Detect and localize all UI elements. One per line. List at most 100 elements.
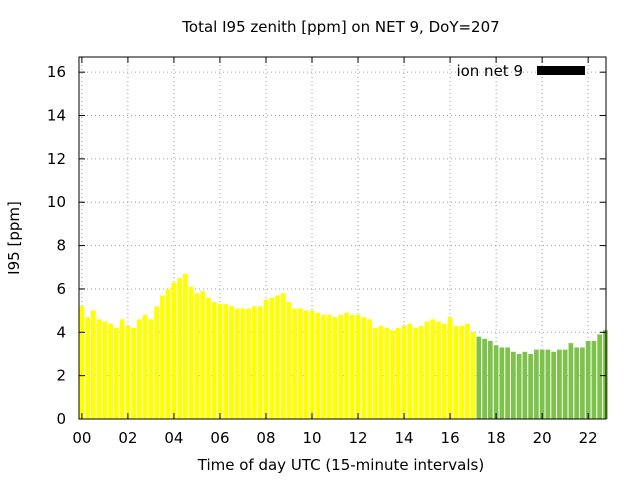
bar	[234, 308, 240, 419]
bar	[493, 345, 499, 419]
bar	[551, 351, 557, 419]
bar	[488, 340, 493, 419]
bar	[482, 338, 487, 419]
y-tick-label: 10	[47, 193, 66, 211]
bar	[344, 312, 349, 419]
bar	[315, 312, 321, 419]
bar	[430, 319, 436, 419]
bar	[188, 286, 194, 419]
bar	[257, 306, 263, 419]
bar	[511, 351, 516, 419]
bar	[453, 325, 459, 419]
bar	[154, 306, 160, 419]
bar	[240, 308, 246, 419]
x-tick-label: 00	[72, 429, 91, 447]
bar	[395, 327, 401, 419]
bar	[321, 314, 326, 419]
bar	[137, 319, 142, 419]
plot-frame	[78, 56, 607, 420]
bar	[418, 325, 424, 419]
bar	[108, 323, 114, 419]
bar	[171, 282, 177, 419]
y-tick-label: 14	[47, 107, 66, 125]
bar	[361, 317, 367, 419]
bar	[125, 325, 131, 419]
x-tick-labels: 00 02 04 06 08 10 12 14 16 18 20 22	[72, 429, 597, 447]
x-tick-label: 10	[302, 429, 321, 447]
bar	[436, 321, 441, 419]
bar	[441, 323, 447, 419]
bar	[597, 334, 603, 419]
bar	[148, 319, 154, 419]
bar-series	[79, 273, 608, 419]
bar	[85, 317, 90, 419]
y-tick-label: 12	[47, 150, 66, 168]
bar	[424, 321, 430, 419]
bar	[246, 308, 252, 419]
y-tick-label: 0	[56, 410, 66, 428]
y-tick-label: 16	[47, 63, 66, 81]
grid-lines	[79, 57, 606, 419]
bar	[131, 327, 137, 419]
bar	[252, 306, 257, 419]
bar	[177, 278, 183, 419]
bar	[580, 347, 585, 419]
bar	[338, 314, 344, 419]
bar	[91, 310, 96, 419]
bar	[372, 327, 378, 419]
x-tick-label: 20	[533, 429, 552, 447]
bar	[574, 347, 580, 419]
bar	[470, 332, 476, 419]
bar	[534, 349, 539, 419]
bar	[303, 310, 309, 419]
bar	[367, 319, 372, 419]
y-tick-label: 2	[56, 367, 66, 385]
bar	[211, 301, 217, 419]
bar	[413, 327, 418, 419]
x-tick-label: 12	[348, 429, 367, 447]
x-tick-label: 04	[164, 429, 183, 447]
chart-title: Total I95 zenith [ppm] on NET 9, DoY=207	[181, 18, 499, 36]
bar	[263, 299, 269, 419]
bar	[516, 353, 522, 419]
bar	[384, 327, 390, 419]
bar	[292, 308, 298, 419]
bar	[447, 317, 453, 419]
bar	[114, 327, 119, 419]
bar	[568, 343, 574, 419]
bar	[119, 319, 125, 419]
x-axis-label: Time of day UTC (15-minute intervals)	[197, 456, 484, 474]
bar	[298, 308, 303, 419]
bar	[269, 297, 275, 419]
bar	[464, 323, 470, 419]
x-tick-label: 16	[441, 429, 460, 447]
bar	[223, 304, 229, 419]
bar	[286, 301, 292, 419]
bar	[194, 293, 200, 419]
bar	[183, 273, 188, 419]
bar	[326, 314, 332, 419]
bar	[459, 325, 464, 419]
x-tick-label: 06	[210, 429, 229, 447]
legend: ion net 9	[456, 62, 585, 80]
bar	[505, 347, 510, 419]
bar	[476, 336, 482, 419]
bar	[585, 340, 591, 419]
bar	[160, 295, 165, 419]
bar	[378, 325, 384, 419]
bar	[275, 295, 280, 419]
axis-ticks	[79, 57, 606, 420]
x-tick-label: 08	[256, 429, 275, 447]
bar	[229, 306, 234, 419]
bar	[79, 306, 85, 419]
x-tick-label: 14	[395, 429, 414, 447]
x-tick-label: 22	[579, 429, 598, 447]
bar	[522, 351, 528, 419]
bar	[332, 317, 338, 419]
bar	[280, 293, 286, 419]
y-tick-label: 4	[56, 323, 66, 341]
bar	[557, 349, 562, 419]
y-tick-labels: 0 2 4 6 8 10 12 14 16	[47, 63, 66, 428]
bar	[539, 349, 545, 419]
